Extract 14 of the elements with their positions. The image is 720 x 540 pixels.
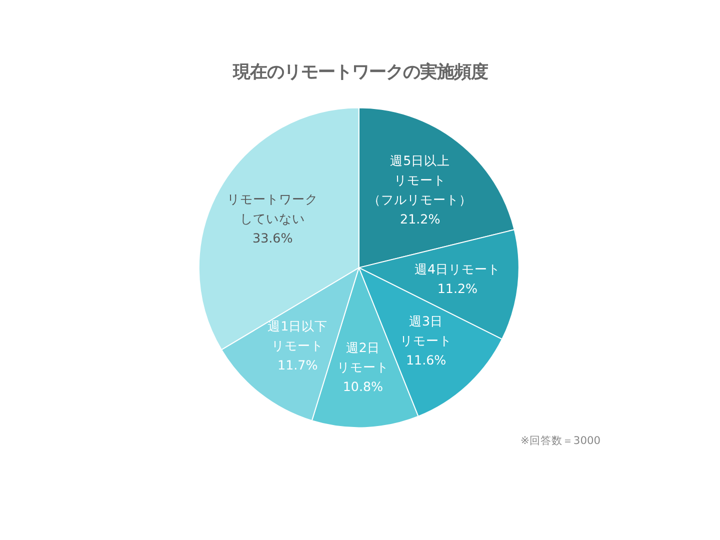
chart-title: 現在のリモートワークの実施頻度 (232, 62, 488, 82)
data-label: 21.2% (400, 211, 440, 226)
slice-label: 週1日以下リモート (268, 318, 328, 354)
slice-label: 週4日リモート (414, 261, 501, 276)
slice-label: 週5日以上リモート（フルリモート） (368, 152, 472, 207)
text: ※回答数＝3000 (520, 434, 601, 447)
slice-label: 週2日リモート (336, 340, 389, 374)
slice-label: 週3日リモート (400, 314, 452, 348)
data-label: 11.2% (437, 280, 478, 296)
data-label: 11.7% (278, 358, 318, 373)
data-label: 10.8% (342, 378, 384, 394)
data-label: 33.6% (252, 230, 293, 246)
data-label: 11.6% (406, 352, 446, 368)
slice-label: リモートワークしていない (227, 192, 318, 226)
